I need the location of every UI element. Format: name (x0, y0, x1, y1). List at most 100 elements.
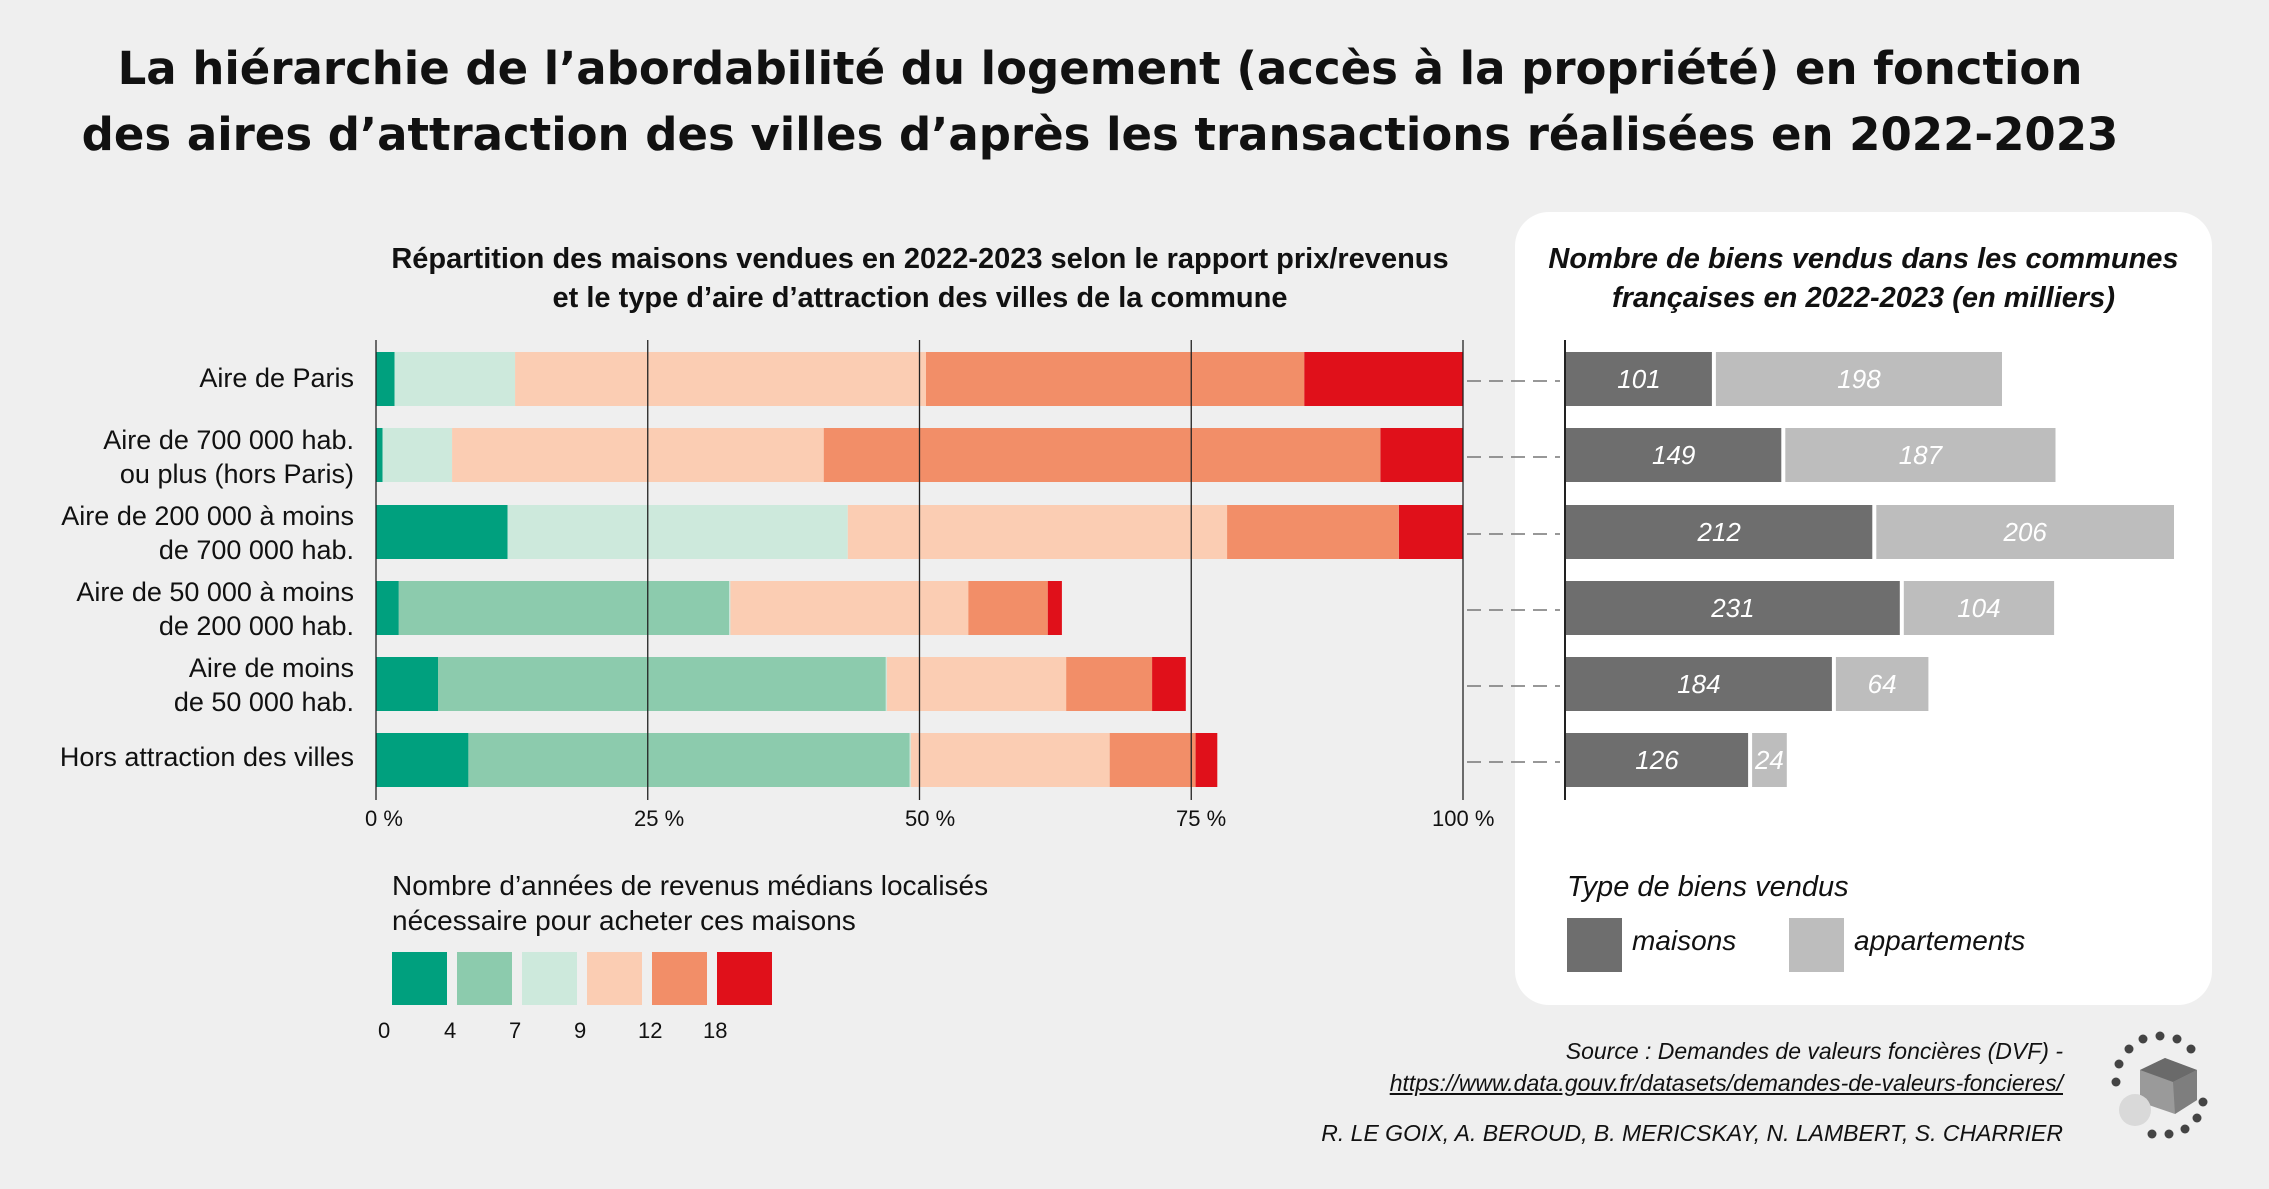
right-subtitle-line-1: Nombre de biens vendus dans les communes (1548, 243, 2179, 275)
bar-segment (886, 657, 1067, 711)
category-label-line: Aire de 700 000 hab. (103, 425, 354, 455)
category-label-line: ou plus (hors Paris) (119, 459, 354, 489)
x-tick-label-100: 100 % (1432, 806, 1495, 831)
bar-segment (398, 581, 730, 635)
bar-segment (968, 581, 1048, 635)
category-label-line: de 700 000 hab. (158, 535, 354, 565)
bar-segment (382, 428, 453, 482)
count-bar (1715, 352, 2002, 406)
category-label-line: Hors attraction des villes (59, 742, 354, 772)
category-label-50k: Aire de 50 000 à moins de 200 000 hab. (76, 575, 354, 643)
legend-label-maisons: maisons (1632, 925, 1737, 956)
count-bar-label: 212 (1697, 517, 1742, 547)
right-subtitle-line-2: françaises en 2022-2023 (en milliers) (1612, 282, 2115, 314)
count-bar-label: 198 (1837, 364, 1881, 394)
count-bar (1566, 581, 1900, 635)
bar-segment (376, 428, 383, 482)
category-label-line: de 200 000 hab. (158, 611, 354, 641)
legend-swatch-maisons (1567, 918, 1622, 972)
bar-segment (729, 581, 731, 635)
bar-segment (376, 505, 508, 559)
legend-swatch-12-18 (652, 952, 707, 1005)
title-line-2: des aires d’attraction des villes d’aprè… (81, 108, 2119, 161)
bar-segment (438, 657, 886, 711)
bar-segment (926, 352, 1305, 406)
bar-segment (394, 352, 516, 406)
count-bar (1835, 657, 1929, 711)
bar-segment (376, 352, 395, 406)
bar-segment (376, 581, 399, 635)
legend-tick-0: 0 (378, 1018, 391, 1043)
authors-credit: R. LE GOIX, A. BEROUD, B. MERICSKAY, N. … (1321, 1120, 2063, 1146)
page-title: La hiérarchie de l’abordabilité du logem… (0, 36, 2200, 168)
count-bar-label: 126 (1635, 745, 1679, 775)
category-label-paris: Aire de Paris (199, 361, 354, 395)
category-label-line: Aire de 50 000 à moins (76, 577, 354, 607)
legend-swatch-4-7 (457, 952, 512, 1005)
left-chart-subtitle: Répartition des maisons vendues en 2022-… (330, 240, 1510, 318)
count-bar-label: 64 (1868, 669, 1897, 699)
count-bar (1876, 505, 2174, 559)
x-tick-label-50: 50 % (905, 806, 956, 831)
count-bar (1566, 352, 1712, 406)
count-bar-label: 149 (1652, 440, 1695, 470)
title-line-1: La hiérarchie de l’abordabilité du logem… (117, 42, 2083, 95)
category-label-200k: Aire de 200 000 à moins de 700 000 hab. (61, 499, 354, 567)
category-label-hors-attraction: Hors attraction des villes (60, 740, 354, 774)
legend-swatch-7-9 (522, 952, 577, 1005)
count-bar-label: 206 (2003, 517, 2048, 547)
count-bar (1566, 505, 1873, 559)
count-bar (1785, 428, 2056, 482)
legend-tick-7: 7 (509, 1018, 522, 1043)
category-label-line: de 50 000 hab. (173, 687, 354, 717)
left-subtitle-line-2: et le type d’aire d’attraction des ville… (552, 282, 1288, 314)
bar-segment (507, 505, 848, 559)
bar-segment (730, 581, 969, 635)
x-tick-label-75: 75 % (1176, 806, 1227, 831)
bar-segment (1047, 581, 1062, 635)
count-bar (1566, 733, 1749, 787)
source-line: Source : Demandes de valeurs foncières (… (1565, 1038, 2063, 1064)
bar-segment (515, 352, 926, 406)
logo-icon (2111, 1031, 2208, 1139)
legend-swatch-0-4 (392, 952, 447, 1005)
right-chart-subtitle: Nombre de biens vendus dans les communes… (1515, 240, 2212, 318)
count-bar-label: 187 (1899, 440, 1944, 470)
legend-label-appartements: appartements (1854, 925, 2026, 956)
category-label-line: Aire de Paris (199, 363, 354, 393)
x-tick-label-0: 0 % (365, 806, 403, 831)
bar-segment (452, 428, 824, 482)
bar-segment (1304, 352, 1463, 406)
left-subtitle-line-1: Répartition des maisons vendues en 2022-… (391, 243, 1449, 275)
color-legend-title: Nombre d’années de revenus médians local… (392, 868, 988, 938)
category-label-under-50k: Aire de moins de 50 000 hab. (174, 651, 354, 719)
count-bar (1903, 581, 2055, 635)
bar-segment (823, 428, 1381, 482)
count-bar (1566, 657, 1832, 711)
bar-segment (847, 505, 1228, 559)
legend-swatch-appartements (1789, 918, 1844, 972)
bar-segment (1227, 505, 1399, 559)
bar-segment (1066, 657, 1153, 711)
count-bar (1752, 733, 1787, 787)
count-bar-label: 231 (1710, 593, 1754, 623)
legend-swatch-18-plus (717, 952, 772, 1005)
count-bar-label: 24 (1754, 745, 1784, 775)
legend-tick-9: 9 (574, 1018, 587, 1043)
source-link[interactable]: https://www.data.gouv.fr/datasets/demand… (1389, 1070, 2063, 1096)
bar-segment (1195, 733, 1218, 787)
legend-swatch-9-12 (587, 952, 642, 1005)
bar-segment (376, 733, 469, 787)
count-bar-label: 184 (1677, 669, 1720, 699)
category-label-line: Aire de 200 000 à moins (61, 501, 354, 531)
count-bar-label: 104 (1957, 593, 2000, 623)
legend-tick-12: 12 (638, 1018, 663, 1043)
bar-segment (1398, 505, 1463, 559)
bar-segment (1109, 733, 1196, 787)
x-tick-label-25: 25 % (634, 806, 685, 831)
legend-title-line-2: nécessaire pour acheter ces maisons (392, 905, 856, 936)
bar-segment (1380, 428, 1463, 482)
bar-segment (885, 657, 887, 711)
bar-segment (1152, 657, 1186, 711)
